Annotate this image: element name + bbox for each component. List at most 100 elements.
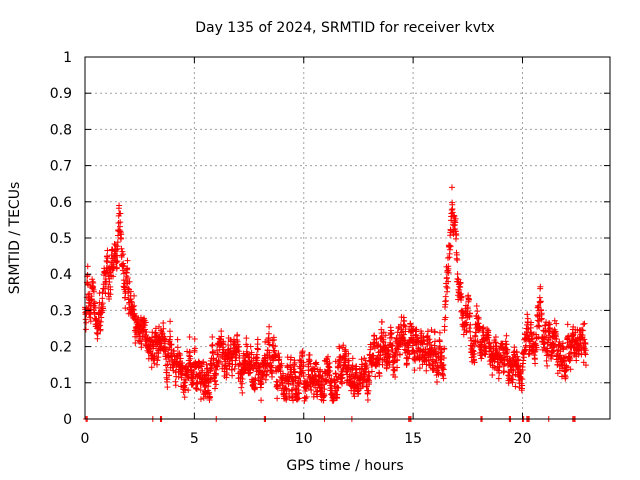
data-point xyxy=(209,334,216,341)
data-point xyxy=(535,322,542,329)
data-point xyxy=(334,384,341,391)
data-point xyxy=(231,365,238,372)
data-point xyxy=(282,385,289,392)
data-point xyxy=(371,339,378,346)
data-point xyxy=(276,354,283,361)
data-point xyxy=(248,349,255,356)
data-point xyxy=(215,358,222,365)
data-point xyxy=(402,323,409,330)
data-point xyxy=(530,347,537,354)
data-point xyxy=(489,371,496,378)
data-point xyxy=(288,387,295,394)
data-point xyxy=(252,376,259,383)
data-point xyxy=(394,356,401,363)
data-point xyxy=(388,343,395,350)
data-point xyxy=(442,301,449,308)
data-point xyxy=(456,283,463,290)
data-point xyxy=(551,317,558,324)
data-point xyxy=(492,334,499,341)
data-point xyxy=(252,384,259,391)
data-point xyxy=(478,341,485,348)
data-point xyxy=(549,352,556,359)
data-point xyxy=(142,319,149,326)
data-point xyxy=(85,281,92,288)
data-point xyxy=(104,253,111,260)
data-point xyxy=(229,372,236,379)
data-point xyxy=(321,392,328,399)
data-point xyxy=(306,357,313,364)
data-point xyxy=(103,278,110,285)
data-point xyxy=(364,396,371,403)
data-point xyxy=(174,344,181,351)
data-point xyxy=(402,337,409,344)
data-point xyxy=(124,265,131,272)
data-points xyxy=(82,184,589,422)
data-point xyxy=(331,395,338,402)
data-point xyxy=(484,326,491,333)
data-point xyxy=(166,358,173,365)
data-point xyxy=(166,328,173,335)
data-point xyxy=(181,394,188,401)
data-point xyxy=(214,363,221,370)
data-point xyxy=(475,316,482,323)
data-point xyxy=(471,350,478,357)
y-tick-label: 0.9 xyxy=(50,86,72,102)
data-point xyxy=(174,336,181,343)
x-tick-label: 5 xyxy=(190,431,199,447)
data-point xyxy=(283,386,290,393)
data-point xyxy=(300,369,307,376)
data-point xyxy=(160,344,167,351)
data-point xyxy=(120,251,127,258)
data-point xyxy=(287,354,294,361)
data-point xyxy=(269,370,276,377)
data-point xyxy=(492,339,499,346)
data-point xyxy=(582,350,589,357)
data-point xyxy=(345,350,352,357)
data-point xyxy=(467,328,474,335)
data-point xyxy=(116,202,123,209)
data-point xyxy=(167,318,174,325)
data-point xyxy=(341,359,348,366)
data-point xyxy=(520,357,527,364)
data-point xyxy=(541,333,548,340)
data-point xyxy=(222,362,229,369)
data-point xyxy=(291,369,298,376)
data-point xyxy=(286,387,293,394)
data-point xyxy=(382,332,389,339)
data-point xyxy=(193,385,200,392)
data-point xyxy=(527,324,534,331)
data-point xyxy=(446,246,453,253)
data-point xyxy=(522,335,529,342)
data-point xyxy=(177,355,184,362)
data-point xyxy=(119,248,126,255)
data-point xyxy=(303,393,310,400)
data-point xyxy=(463,327,470,334)
data-point xyxy=(353,363,360,370)
data-point xyxy=(131,302,138,309)
x-tick-label: 10 xyxy=(295,431,313,447)
data-point xyxy=(160,325,167,332)
data-point xyxy=(143,329,150,336)
data-point xyxy=(443,274,450,281)
data-point xyxy=(300,373,307,380)
data-point xyxy=(448,184,455,191)
data-point xyxy=(213,381,220,388)
data-point xyxy=(543,352,550,359)
data-point xyxy=(118,252,125,259)
data-point xyxy=(110,273,117,280)
data-point xyxy=(285,380,292,387)
data-point xyxy=(528,319,535,326)
data-point xyxy=(296,390,303,397)
data-point xyxy=(234,331,241,338)
data-point xyxy=(547,324,554,331)
data-point xyxy=(177,351,184,358)
data-point xyxy=(170,347,177,354)
data-point xyxy=(411,367,418,374)
data-point xyxy=(582,340,589,347)
data-point xyxy=(262,338,269,345)
data-point xyxy=(482,351,489,358)
data-point xyxy=(440,366,447,373)
data-point xyxy=(581,320,588,327)
data-point xyxy=(474,337,481,344)
data-point xyxy=(209,341,216,348)
